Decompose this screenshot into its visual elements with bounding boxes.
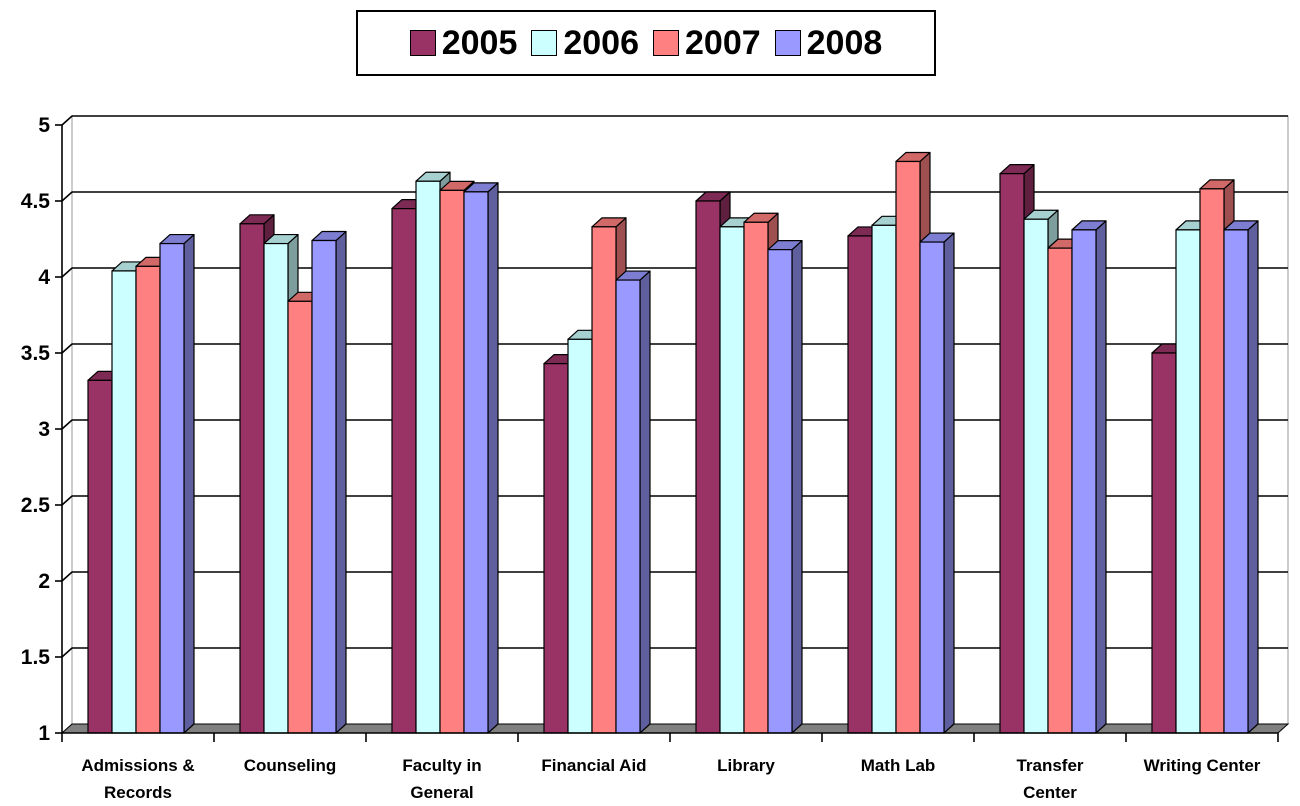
bar-2007-writing-center [1199, 188, 1225, 734]
x-tick-label-line: Library [717, 756, 775, 775]
x-tick-label: Transfer Center [1016, 756, 1083, 802]
bar-2008-counseling [311, 239, 337, 734]
bar-2006-transfer-center [1023, 218, 1049, 734]
x-tick-label: Math Lab [861, 756, 936, 775]
legend-swatch [531, 30, 558, 56]
bar-2008-writing-center-side [1247, 220, 1259, 734]
bar-2005-faculty-in-general [391, 208, 417, 734]
chart-legend: 2005 2006 2007 2008 [356, 10, 936, 76]
y-tick-label: 2.5 [21, 494, 51, 517]
x-tick-label-line: Writing Center [1144, 756, 1261, 775]
bar-2006-admissions-records [111, 270, 137, 734]
legend-label: 2008 [806, 24, 883, 62]
y-tick-label: 3 [38, 418, 50, 441]
legend-item-2006: 2006 [531, 26, 639, 60]
bar-2006-writing-center [1175, 229, 1201, 734]
bar-2007-financial-aid [591, 226, 617, 734]
bar-2008-admissions-records [159, 242, 185, 734]
legend-swatch [653, 30, 679, 56]
x-tick-label-line: Counseling [244, 756, 337, 775]
legend-swatch [774, 30, 801, 56]
bar-2007-faculty-in-general [439, 189, 465, 734]
bar-2008-math-lab-side [943, 232, 955, 734]
bar-2006-counseling [263, 242, 289, 734]
bar-2006-library [719, 226, 745, 734]
bar-2005-writing-center [1151, 352, 1177, 734]
bar-2005-math-lab [847, 235, 873, 734]
x-tick-label-line: Center [1023, 783, 1077, 802]
bar-2008-library-side [791, 240, 803, 734]
bar-2008-counseling-side [335, 230, 347, 734]
bar-2006-faculty-in-general [415, 180, 441, 734]
legend-swatch [409, 30, 436, 56]
y-tick-label: 2 [38, 570, 50, 593]
bar-2008-transfer-center-side [1095, 220, 1107, 734]
legend-item-2008: 2008 [774, 24, 883, 62]
bar-2008-financial-aid-side [639, 270, 651, 734]
x-tick-label-line: Admissions & [81, 756, 194, 775]
x-tick-label-line: Records [104, 783, 172, 802]
bar-2008-faculty-in-general-side [487, 182, 499, 734]
bar-2008-math-lab [919, 241, 945, 734]
bar-2006-math-lab [871, 224, 897, 734]
x-tick-label-line: Financial Aid [541, 756, 646, 775]
y-tick-label: 5 [38, 114, 50, 137]
legend-label: 2005 [441, 24, 518, 62]
x-tick-label: Counseling [244, 756, 337, 775]
y-tick-label: 1 [38, 722, 50, 745]
legend-item-2005: 2005 [409, 24, 518, 62]
bar-2005-transfer-center [999, 173, 1025, 734]
bar-2006-financial-aid [567, 338, 593, 734]
bar-2008-admissions-records-side [183, 233, 195, 734]
x-tick-label: Library [717, 756, 775, 775]
y-tick-label: 4 [38, 266, 50, 289]
x-tick-label: Admissions & Records [81, 756, 194, 802]
y-tick-label: 3.5 [21, 342, 51, 365]
gridline [61, 115, 1288, 126]
bar-2008-financial-aid [615, 279, 641, 734]
gridline [61, 191, 1288, 202]
bar-2008-writing-center [1223, 229, 1249, 734]
x-tick-label: Financial Aid [541, 756, 646, 775]
x-tick-label-line: Math Lab [861, 756, 936, 775]
x-tick-label: Writing Center [1144, 756, 1261, 775]
legend-label: 2006 [563, 24, 639, 62]
x-tick-label-line: General [410, 783, 473, 802]
bar-2007-math-lab [895, 160, 921, 734]
bar-2008-library [767, 249, 793, 734]
bar-2005-financial-aid [543, 363, 569, 734]
bar-2005-counseling [239, 223, 265, 734]
x-tick-label-line: Faculty in [402, 756, 481, 775]
bar-2007-library [743, 221, 769, 734]
bar-2008-faculty-in-general [463, 191, 489, 734]
legend-label: 2007 [685, 24, 761, 62]
bar-2007-counseling [287, 300, 313, 734]
x-tick-label-line: Transfer [1016, 756, 1083, 775]
legend-item-2007: 2007 [653, 26, 761, 60]
y-tick-label: 1.5 [21, 646, 51, 669]
bar-2007-admissions-records [135, 265, 161, 734]
bar-2005-admissions-records [87, 379, 113, 734]
bar-2005-library [695, 200, 721, 734]
y-tick-label: 4.5 [21, 190, 51, 213]
bar-2008-transfer-center [1071, 229, 1097, 734]
x-tick-label: Faculty in General [402, 756, 481, 802]
bar-2007-transfer-center [1047, 247, 1073, 734]
